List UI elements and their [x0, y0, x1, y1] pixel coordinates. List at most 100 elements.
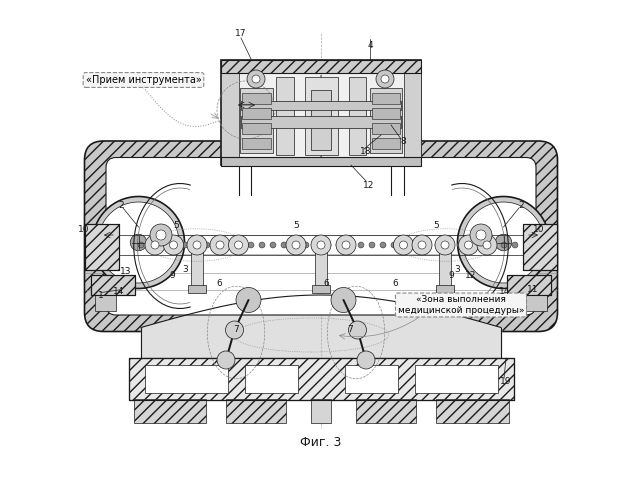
- Bar: [128, 358, 514, 400]
- Bar: [134, 398, 206, 422]
- Text: 6: 6: [216, 280, 222, 288]
- Circle shape: [281, 242, 287, 248]
- Circle shape: [435, 242, 441, 248]
- Circle shape: [336, 242, 342, 248]
- Circle shape: [336, 235, 356, 255]
- Text: 10: 10: [78, 226, 89, 234]
- Bar: [507, 275, 551, 295]
- Circle shape: [470, 224, 492, 246]
- Text: 10: 10: [533, 226, 544, 234]
- Bar: [315, 245, 327, 290]
- Bar: [439, 245, 451, 290]
- Circle shape: [357, 351, 375, 369]
- Text: «Зона выполнения
медицинской процедуры»: «Зона выполнения медицинской процедуры»: [398, 296, 525, 314]
- Bar: [242, 93, 270, 104]
- Bar: [523, 224, 557, 270]
- Bar: [507, 275, 551, 295]
- Bar: [128, 358, 514, 400]
- Text: 14: 14: [113, 286, 125, 296]
- Text: 3: 3: [454, 264, 460, 274]
- Circle shape: [187, 235, 207, 255]
- Circle shape: [349, 321, 367, 339]
- Bar: [91, 275, 135, 295]
- Text: 6: 6: [323, 280, 329, 288]
- Bar: [372, 93, 400, 104]
- Text: 2: 2: [518, 200, 524, 209]
- Circle shape: [331, 288, 356, 312]
- Circle shape: [130, 234, 147, 251]
- Circle shape: [98, 202, 179, 283]
- Circle shape: [248, 242, 254, 248]
- Circle shape: [225, 321, 243, 339]
- Bar: [312, 285, 330, 292]
- Circle shape: [292, 242, 298, 248]
- Text: 17: 17: [235, 30, 247, 38]
- Circle shape: [236, 288, 261, 312]
- Bar: [304, 78, 338, 155]
- Text: 8: 8: [401, 136, 406, 145]
- Bar: [188, 285, 206, 292]
- Bar: [276, 78, 293, 155]
- Circle shape: [247, 70, 265, 88]
- FancyBboxPatch shape: [106, 158, 536, 315]
- Circle shape: [399, 241, 408, 249]
- Bar: [241, 116, 401, 128]
- Text: 2: 2: [118, 200, 124, 209]
- Text: 11: 11: [527, 284, 539, 294]
- Bar: [85, 224, 119, 270]
- Text: 6: 6: [392, 280, 398, 288]
- FancyBboxPatch shape: [85, 141, 557, 332]
- Circle shape: [314, 242, 320, 248]
- Circle shape: [149, 242, 155, 248]
- Bar: [523, 224, 557, 270]
- Circle shape: [215, 242, 221, 248]
- Bar: [91, 275, 135, 295]
- Text: 19: 19: [500, 376, 512, 386]
- Bar: [436, 398, 508, 422]
- Text: 5: 5: [173, 222, 179, 230]
- Circle shape: [380, 242, 386, 248]
- Text: 5: 5: [433, 222, 439, 230]
- Bar: [311, 398, 331, 422]
- Bar: [356, 398, 416, 422]
- Circle shape: [229, 235, 248, 255]
- Circle shape: [483, 241, 491, 249]
- Circle shape: [182, 242, 188, 248]
- Bar: [526, 295, 547, 311]
- Bar: [372, 123, 400, 134]
- Bar: [85, 224, 119, 270]
- Circle shape: [92, 196, 184, 288]
- Circle shape: [164, 235, 184, 255]
- Text: 5: 5: [293, 222, 299, 230]
- Circle shape: [145, 235, 165, 255]
- Bar: [128, 358, 514, 400]
- Circle shape: [347, 242, 353, 248]
- Bar: [221, 157, 421, 166]
- Circle shape: [501, 242, 507, 248]
- Circle shape: [468, 242, 474, 248]
- Circle shape: [463, 202, 544, 283]
- Circle shape: [171, 242, 177, 248]
- Bar: [221, 60, 421, 72]
- Text: 3: 3: [182, 264, 188, 274]
- Circle shape: [234, 241, 243, 249]
- Text: «Прием инструмента»: «Прием инструмента»: [85, 75, 202, 85]
- Text: 13: 13: [120, 266, 132, 276]
- Bar: [436, 285, 454, 292]
- Bar: [241, 101, 401, 110]
- Circle shape: [259, 242, 265, 248]
- Circle shape: [226, 242, 232, 248]
- Text: 14: 14: [499, 286, 510, 296]
- Circle shape: [151, 241, 159, 249]
- Bar: [226, 398, 286, 422]
- Bar: [242, 108, 270, 119]
- Circle shape: [292, 241, 300, 249]
- Circle shape: [193, 242, 199, 248]
- Circle shape: [237, 242, 243, 248]
- Bar: [349, 78, 366, 155]
- Circle shape: [150, 224, 172, 246]
- Text: 1: 1: [98, 290, 104, 300]
- Circle shape: [479, 242, 485, 248]
- Circle shape: [204, 242, 210, 248]
- Bar: [404, 72, 421, 165]
